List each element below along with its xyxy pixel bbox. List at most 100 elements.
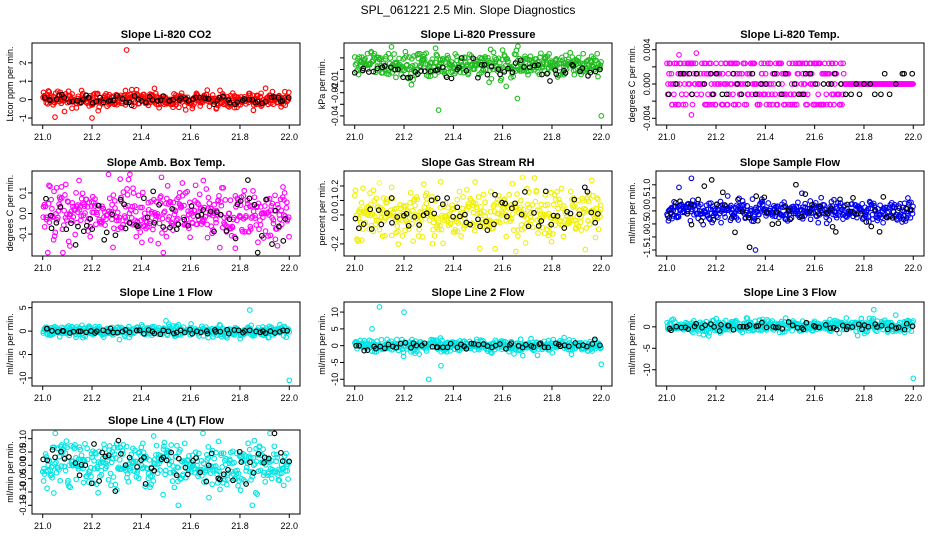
- data-point-all: [78, 452, 85, 459]
- data-point-all: [113, 217, 120, 224]
- data-point-selected: [807, 70, 814, 77]
- data-point-selected: [126, 219, 133, 226]
- data-point-all: [162, 467, 169, 474]
- data-point-all: [94, 211, 100, 218]
- data-point-all: [280, 482, 287, 489]
- x-tick-label: 21.8: [543, 132, 561, 142]
- panel-gas-stream-rh: Slope Gas Stream RH percent per min.: [317, 157, 535, 246]
- data-point-all: [765, 200, 772, 206]
- y-tick-label: 2: [18, 60, 28, 65]
- data-point-selected: [131, 93, 138, 99]
- data-point-all: [156, 104, 162, 111]
- data-point-selected: [185, 222, 191, 229]
- data-point-selected: [785, 319, 792, 325]
- data-point-all: [425, 73, 432, 79]
- data-point-selected: [154, 98, 161, 104]
- data-point-selected: [75, 223, 81, 230]
- data-point-all: [558, 185, 565, 192]
- data-point-all: [405, 226, 412, 232]
- data-point-selected: [254, 249, 261, 256]
- data-point-all: [598, 59, 604, 65]
- outlier-point: [401, 309, 407, 315]
- data-point-selected: [160, 327, 167, 334]
- data-point-selected: [537, 340, 544, 347]
- data-point-all: [52, 430, 59, 437]
- data-point-all: [479, 55, 486, 62]
- data-point-selected: [725, 322, 732, 329]
- data-point-selected: [597, 66, 603, 73]
- data-point-selected: [518, 211, 525, 218]
- data-point-all: [690, 60, 696, 67]
- data-point-all: [709, 101, 716, 108]
- data-point-all: [776, 329, 783, 336]
- data-point-selected: [134, 223, 141, 230]
- data-point-all: [530, 224, 536, 231]
- outlier-point: [438, 362, 444, 369]
- data-point-all: [538, 50, 544, 57]
- data-point-all: [167, 199, 174, 206]
- data-point-selected: [395, 66, 401, 73]
- data-point-all: [763, 101, 770, 108]
- data-point-all: [114, 209, 121, 216]
- data-point-all: [164, 182, 171, 189]
- plot-5: 21.0 21.2 21.4 21.6 21.8 22.0-0.20.00.10.2: [330, 170, 613, 273]
- data-point-selected: [160, 93, 167, 99]
- data-point-all: [120, 189, 127, 195]
- data-point-all: [383, 199, 389, 206]
- data-point-all: [176, 189, 183, 196]
- data-point-all: [250, 462, 257, 468]
- data-point-all: [528, 209, 534, 216]
- data-point-all: [51, 461, 58, 467]
- data-point-selected: [77, 328, 84, 335]
- data-point-all: [170, 199, 177, 206]
- data-point-all: [174, 442, 180, 449]
- data-point-selected: [850, 195, 856, 201]
- data-point-all: [187, 234, 193, 241]
- y-tick-label: -5: [18, 351, 28, 359]
- data-point-all: [135, 192, 142, 199]
- data-point-all: [671, 91, 677, 98]
- data-point-all: [683, 70, 690, 77]
- data-point-selected: [421, 340, 428, 347]
- data-point-all: [451, 61, 458, 68]
- data-point-selected: [504, 213, 510, 220]
- data-point-all: [401, 67, 408, 74]
- data-point-selected: [368, 226, 375, 232]
- data-point-all: [499, 47, 506, 53]
- y-tick-label: 0.004: [642, 38, 652, 61]
- data-point-all: [71, 445, 78, 452]
- data-point-all: [477, 204, 484, 210]
- data-point-all: [675, 70, 682, 77]
- data-point-all: [532, 198, 539, 205]
- x-tick-label: 21.0: [658, 132, 676, 142]
- data-point-selected: [713, 70, 720, 77]
- data-point-all: [509, 180, 516, 187]
- data-point-selected: [541, 344, 548, 351]
- data-point-all: [837, 200, 844, 206]
- data-point-selected: [121, 201, 128, 208]
- data-point-selected: [822, 322, 829, 328]
- data-point-all: [139, 189, 146, 196]
- data-point-all: [739, 329, 746, 336]
- data-point-selected: [576, 211, 583, 218]
- data-point-all: [705, 333, 712, 339]
- data-point-all: [128, 86, 135, 93]
- x-tick-label: 21.2: [83, 263, 101, 273]
- data-point-all: [910, 318, 917, 324]
- data-point-selected: [364, 347, 371, 353]
- data-point-selected: [521, 64, 527, 70]
- data-point-all: [262, 85, 269, 92]
- data-point-all: [197, 466, 204, 473]
- data-point-all: [66, 483, 72, 490]
- data-point-all: [581, 205, 588, 212]
- data-point-all: [504, 56, 511, 62]
- data-point-selected: [759, 319, 765, 326]
- data-point-all: [139, 323, 146, 330]
- data-point-all: [42, 451, 49, 457]
- data-point-all: [789, 60, 796, 67]
- x-tick-label: 21.6: [806, 132, 824, 142]
- y-tick-label: -0.1: [18, 226, 28, 242]
- data-point-all: [693, 91, 700, 98]
- data-point-all: [793, 101, 800, 108]
- data-point-all: [158, 174, 165, 181]
